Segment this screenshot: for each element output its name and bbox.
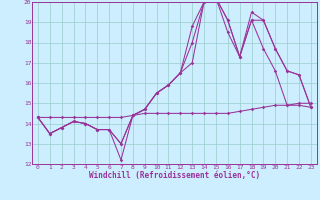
X-axis label: Windchill (Refroidissement éolien,°C): Windchill (Refroidissement éolien,°C) [89,171,260,180]
